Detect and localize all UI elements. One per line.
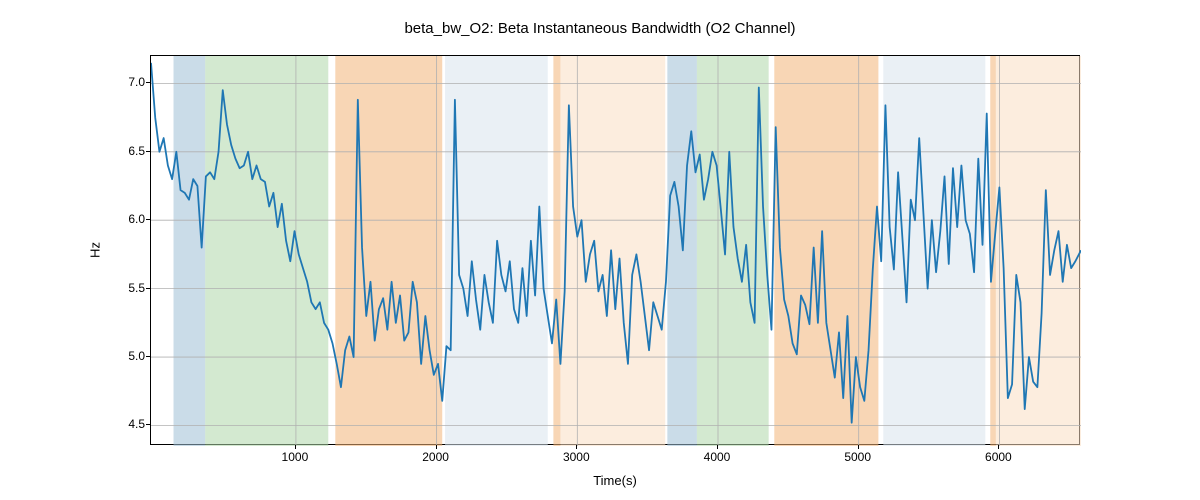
y-tick-label: 5.0 bbox=[105, 349, 145, 363]
highlight-band bbox=[560, 56, 665, 446]
x-tick-label: 3000 bbox=[563, 450, 590, 464]
x-tick-mark bbox=[858, 445, 859, 449]
highlight-band bbox=[553, 56, 560, 446]
highlight-band bbox=[774, 56, 878, 446]
x-tick-label: 6000 bbox=[985, 450, 1012, 464]
highlight-band bbox=[335, 56, 442, 446]
highlight-band bbox=[667, 56, 697, 446]
highlight-band bbox=[174, 56, 206, 446]
y-tick-mark bbox=[146, 219, 150, 220]
x-tick-mark bbox=[436, 445, 437, 449]
y-tick-mark bbox=[146, 356, 150, 357]
y-tick-label: 7.0 bbox=[105, 75, 145, 89]
plot-svg bbox=[151, 56, 1081, 446]
y-tick-mark bbox=[146, 82, 150, 83]
x-tick-label: 2000 bbox=[422, 450, 449, 464]
y-tick-label: 6.0 bbox=[105, 212, 145, 226]
highlight-band bbox=[205, 56, 328, 446]
x-tick-label: 1000 bbox=[282, 450, 309, 464]
y-tick-label: 6.5 bbox=[105, 144, 145, 158]
x-axis-label: Time(s) bbox=[150, 473, 1080, 488]
y-tick-label: 4.5 bbox=[105, 417, 145, 431]
x-tick-label: 5000 bbox=[844, 450, 871, 464]
chart-title: beta_bw_O2: Beta Instantaneous Bandwidth… bbox=[0, 20, 1200, 37]
figure: beta_bw_O2: Beta Instantaneous Bandwidth… bbox=[0, 0, 1200, 500]
plot-area bbox=[150, 55, 1080, 445]
x-tick-label: 4000 bbox=[704, 450, 731, 464]
y-tick-label: 5.5 bbox=[105, 281, 145, 295]
y-axis-label: Hz bbox=[88, 242, 103, 258]
x-tick-mark bbox=[998, 445, 999, 449]
y-tick-mark bbox=[146, 288, 150, 289]
y-tick-mark bbox=[146, 424, 150, 425]
x-tick-mark bbox=[717, 445, 718, 449]
x-tick-mark bbox=[295, 445, 296, 449]
y-tick-mark bbox=[146, 151, 150, 152]
x-tick-mark bbox=[576, 445, 577, 449]
